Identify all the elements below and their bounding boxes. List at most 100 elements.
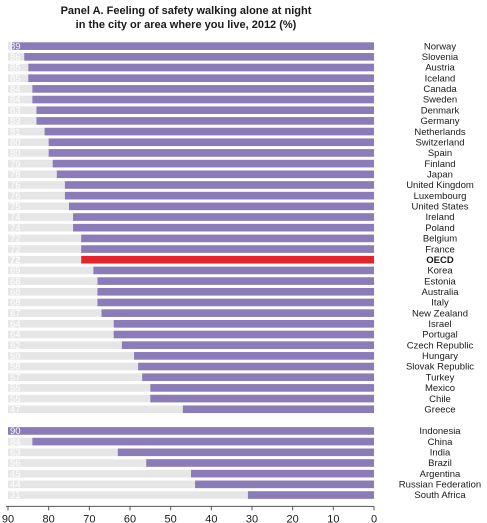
value-label: 76: [10, 180, 21, 191]
bar: [142, 373, 374, 382]
bars: [8, 42, 375, 499]
value-label: 62: [10, 340, 21, 351]
bar: [247, 491, 374, 499]
chart-title-line-1: Panel A. Feeling of safety walking alone…: [61, 5, 312, 17]
bar: [24, 53, 375, 61]
category-label: Ireland: [425, 212, 454, 223]
category-label: Australia: [422, 287, 460, 298]
value-label: 74: [10, 212, 21, 223]
x-tick-label: 50: [165, 513, 177, 523]
value-label: 59: [10, 351, 21, 362]
value-label: 81: [10, 127, 21, 138]
bar: [56, 170, 375, 179]
value-label: 68: [10, 287, 21, 298]
category-label: New Zealand: [412, 308, 468, 319]
value-label: 85: [10, 73, 21, 84]
bar: [81, 234, 374, 243]
value-label: 64: [10, 319, 21, 330]
category-label: Estonia: [424, 276, 456, 287]
bar: [191, 469, 374, 478]
bar: [146, 459, 374, 467]
value-label: 67: [10, 308, 21, 319]
value-label: 80: [10, 148, 21, 159]
bar: [28, 63, 375, 72]
bar: [138, 362, 374, 371]
x-tick-label: 0: [371, 513, 377, 523]
value-label: 45: [10, 469, 21, 480]
category-label: Argentina: [420, 469, 461, 480]
category-label: South Africa: [414, 490, 466, 501]
bar: [52, 159, 374, 168]
x-tick-label: 80: [43, 513, 55, 523]
category-label: Belgium: [423, 234, 457, 245]
bar: [69, 202, 374, 211]
bar: [81, 245, 374, 253]
value-label: 72: [10, 244, 21, 255]
category-label: Canada: [423, 84, 457, 95]
category-label: Slovenia: [422, 52, 459, 63]
category-label: France: [425, 244, 455, 255]
category-labels: NorwaySloveniaAustriaIcelandCanadaSweden…: [399, 41, 481, 501]
category-label: United States: [411, 202, 468, 213]
value-label: 84: [10, 84, 21, 95]
category-label: Iceland: [425, 73, 456, 84]
bar: [32, 95, 375, 104]
value-label: 72: [10, 255, 21, 266]
value-label: 86: [10, 52, 21, 63]
bar: [32, 437, 375, 446]
x-tick-label: 60: [124, 513, 136, 523]
category-label: Germany: [420, 116, 459, 127]
bar: [113, 320, 374, 328]
bar: [8, 427, 374, 435]
category-label: India: [430, 448, 451, 459]
x-axis-ticks: 90 80 70 60 50 40 30 20 10 0: [2, 506, 377, 523]
bar: [73, 213, 374, 221]
category-label: Turkey: [426, 372, 455, 383]
value-label: 68: [10, 276, 21, 287]
x-tick-label: 70: [83, 513, 95, 523]
bar-highlight: [81, 255, 374, 264]
bar: [134, 352, 374, 360]
value-label: 84: [10, 437, 21, 448]
bar: [12, 42, 374, 50]
bar: [150, 384, 374, 392]
category-label: Israel: [428, 319, 451, 330]
value-label: 84: [10, 95, 21, 106]
bar: [36, 117, 374, 125]
value-label: 80: [10, 137, 21, 148]
category-label: United Kingdom: [406, 180, 474, 191]
bar: [64, 181, 375, 189]
category-label: OECD: [426, 255, 454, 266]
value-label: 74: [10, 223, 21, 234]
bar: [97, 277, 374, 285]
bar: [93, 266, 375, 275]
value-label: 90: [10, 426, 21, 437]
category-label: Russian Federation: [399, 480, 481, 491]
value-labels: 8986858584848383818080797876767574747272…: [10, 41, 21, 501]
category-label: Mexico: [425, 383, 455, 394]
category-label: Switzerland: [415, 137, 464, 148]
bar: [150, 394, 374, 403]
bar: [36, 106, 374, 115]
category-label: Hungary: [422, 351, 458, 362]
category-label: Slovak Republic: [406, 362, 474, 373]
bar: [117, 448, 375, 457]
value-label: 44: [10, 480, 21, 491]
chart-title-line-2: in the city or area where you live, 2012…: [76, 19, 297, 31]
bar: [97, 298, 374, 307]
category-label: China: [428, 437, 454, 448]
category-label: Norway: [424, 41, 456, 52]
bar: [28, 74, 375, 82]
x-tick-label: 40: [205, 513, 217, 523]
x-tick-label: 90: [2, 513, 14, 523]
value-label: 69: [10, 266, 21, 277]
bar: [32, 85, 375, 93]
value-label: 47: [10, 404, 21, 415]
value-label: 63: [10, 448, 21, 459]
bar-track: [8, 480, 374, 489]
value-label: 76: [10, 191, 21, 202]
value-label: 79: [10, 159, 21, 170]
category-label: Denmark: [421, 105, 460, 116]
value-label: 68: [10, 298, 21, 309]
